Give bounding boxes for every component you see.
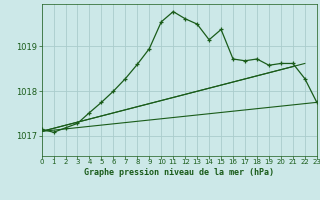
X-axis label: Graphe pression niveau de la mer (hPa): Graphe pression niveau de la mer (hPa) [84, 168, 274, 177]
